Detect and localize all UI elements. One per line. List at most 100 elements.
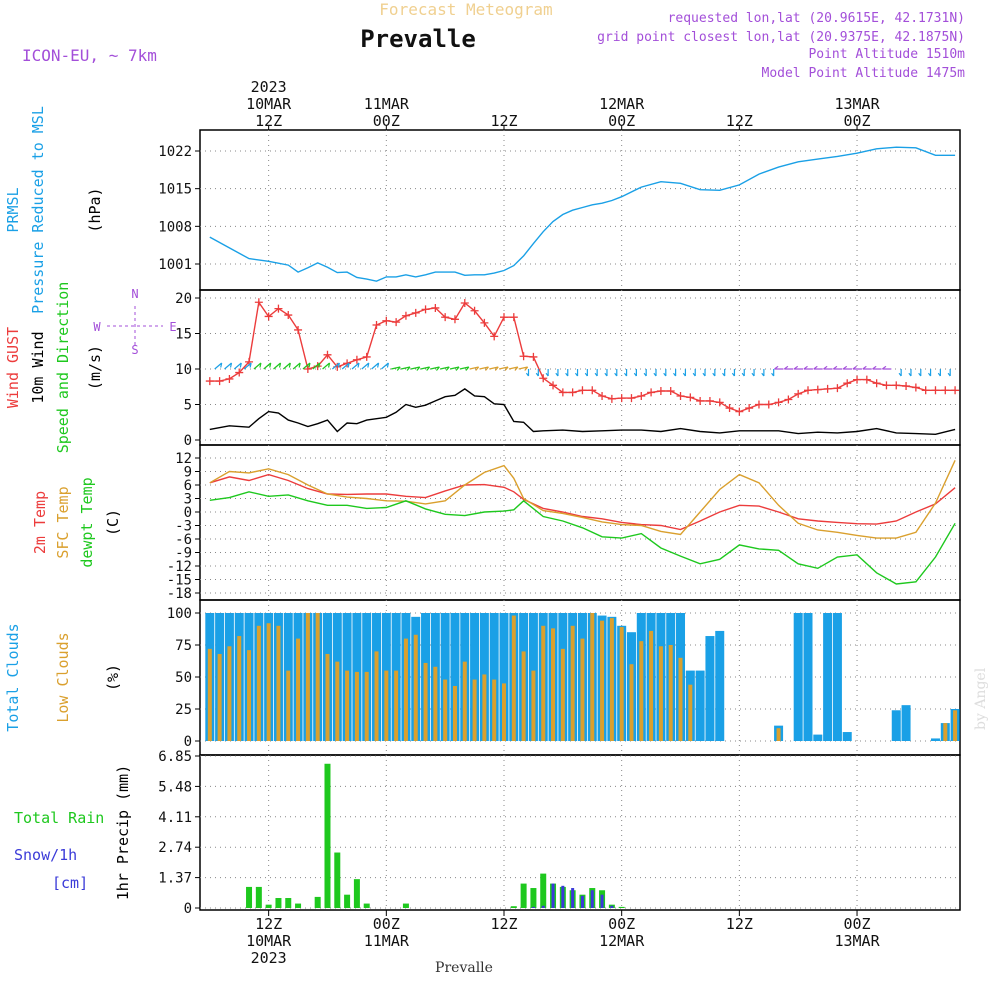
wind-arrow xyxy=(832,365,843,370)
gust-marker xyxy=(450,315,459,324)
cloud-total-bar xyxy=(803,613,813,741)
wind-arrow xyxy=(224,362,233,370)
cloud-low-bar xyxy=(227,646,232,741)
gust-marker xyxy=(627,394,636,403)
wind-arrow xyxy=(643,369,647,377)
cloud-total-bar xyxy=(470,613,480,741)
cloud-low-bar xyxy=(590,613,595,741)
cloud-low-bar xyxy=(256,625,261,741)
snow-bar xyxy=(571,888,575,908)
y-label: [cm] xyxy=(52,874,88,892)
y-label: (m/s) xyxy=(86,345,104,390)
wind-arrow xyxy=(898,369,902,377)
gust-marker xyxy=(274,304,283,313)
y-tick-label: 0 xyxy=(184,505,192,521)
gust-marker xyxy=(725,404,734,413)
gust-marker xyxy=(490,332,499,341)
y-tick-label: 10 xyxy=(175,362,192,378)
gust-marker xyxy=(902,382,911,391)
cloud-low-bar xyxy=(384,670,389,741)
wind-arrow xyxy=(430,366,440,371)
rain-bar xyxy=(402,903,409,908)
wind-arrow xyxy=(361,362,370,370)
y-tick-label: 100 xyxy=(167,606,192,622)
gust-marker xyxy=(313,362,322,371)
wind-arrow xyxy=(862,365,872,370)
cloud-low-bar xyxy=(943,723,948,741)
y-tick-label: 75 xyxy=(175,638,192,654)
cloud-low-bar xyxy=(688,684,693,741)
wind-arrow xyxy=(518,366,529,371)
gust-marker xyxy=(500,313,508,322)
series-line-3 xyxy=(209,491,956,585)
wind-arrow xyxy=(322,362,331,370)
cloud-total-bar xyxy=(832,613,842,741)
cloud-low-bar xyxy=(335,661,340,741)
series-line-1 xyxy=(209,473,956,531)
y-tick-label: 20 xyxy=(175,291,192,307)
wind-arrow xyxy=(400,366,411,371)
rain-bar xyxy=(295,903,302,908)
rain-bar xyxy=(353,879,360,908)
y-tick-label: 25 xyxy=(175,702,192,718)
y-tick-label: 9 xyxy=(184,465,192,481)
rain-bar xyxy=(530,888,537,908)
gust-marker xyxy=(696,396,705,405)
gust-marker xyxy=(235,368,244,377)
gust-marker xyxy=(862,375,871,384)
panel-frame-5 xyxy=(199,754,961,911)
wind-arrow xyxy=(702,369,706,377)
wind-arrow xyxy=(292,362,301,370)
wind-arrow xyxy=(565,369,569,377)
cloud-low-bar xyxy=(237,636,242,741)
cloud-low-bar xyxy=(325,653,330,741)
cloud-low-bar xyxy=(217,653,222,741)
y-tick-label: 50 xyxy=(175,670,192,686)
wind-arrow xyxy=(774,365,784,370)
top-time-label: 11MAR xyxy=(364,95,410,113)
top-time-label: 00Z xyxy=(373,112,400,130)
gust-marker xyxy=(588,386,597,395)
wind-arrow xyxy=(908,369,912,377)
y-tick-label: -15 xyxy=(167,573,192,589)
y-tick-label: 4.11 xyxy=(158,810,192,826)
bottom-time-label: 12Z xyxy=(255,915,282,933)
wind-arrow xyxy=(253,362,262,370)
wind-arrow xyxy=(633,369,637,377)
rain-bar xyxy=(285,898,292,908)
grid-point: grid point closest lon,lat (20.9375E, 42… xyxy=(597,30,965,45)
gust-marker xyxy=(558,388,567,397)
y-tick-label: 1015 xyxy=(158,182,192,198)
y-tick-label: 0 xyxy=(184,433,192,449)
cloud-low-bar xyxy=(462,661,467,741)
gust-marker xyxy=(362,352,371,361)
y-tick-label: 0 xyxy=(184,901,192,917)
y-label: Total Rain xyxy=(14,809,104,827)
top-time-label: 12Z xyxy=(726,112,753,130)
snow-bar xyxy=(590,890,594,908)
rain-bar xyxy=(265,904,272,908)
gust-marker xyxy=(598,391,607,400)
gust-marker xyxy=(382,316,391,325)
gust-marker xyxy=(735,407,744,416)
wind-arrow xyxy=(440,366,450,371)
cloud-low-bar xyxy=(315,613,320,741)
wind-arrow xyxy=(351,362,360,370)
cloud-total-bar xyxy=(813,734,823,741)
compass-n: N xyxy=(131,287,138,301)
y-tick-label: 5.48 xyxy=(158,779,192,795)
cloud-low-bar xyxy=(247,650,252,741)
cloud-low-bar xyxy=(639,641,644,741)
cloud-total-bar xyxy=(695,670,705,741)
y-label: Pressure Reduced to MSL xyxy=(29,106,47,314)
wind-arrow xyxy=(273,362,282,370)
gust-marker xyxy=(254,298,263,307)
rain-bar xyxy=(510,906,517,908)
compass-s: S xyxy=(131,343,138,357)
bottom-time-label: 2023 xyxy=(251,949,287,967)
y-tick-label: -6 xyxy=(175,532,192,548)
wind-arrow xyxy=(243,362,252,370)
y-tick-label: 0 xyxy=(184,734,192,750)
wind-arrow xyxy=(341,362,350,370)
wind-arrow xyxy=(371,362,380,370)
